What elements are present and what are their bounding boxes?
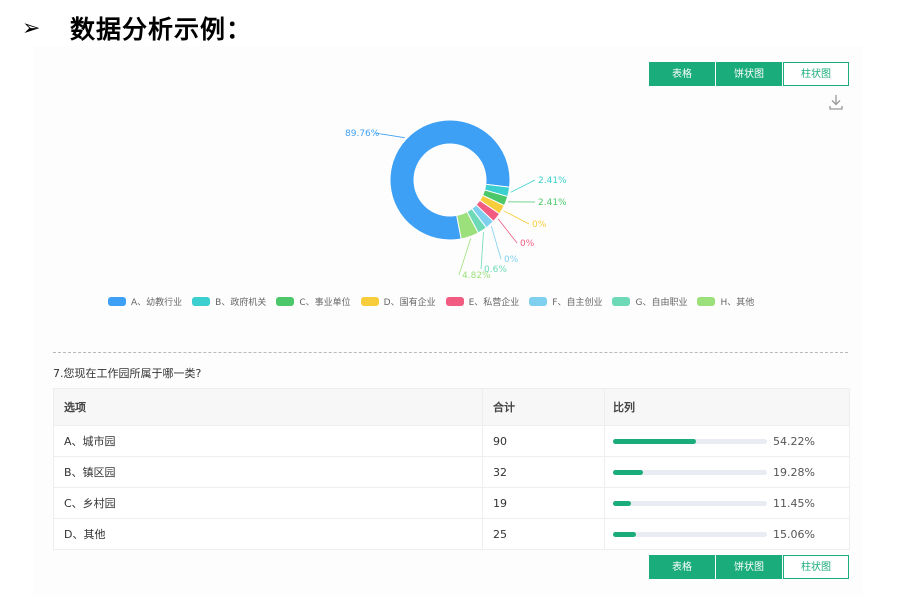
legend-item[interactable]: G、自由职业 [612, 295, 687, 308]
legend-label: F、自主创业 [552, 298, 603, 308]
row-option: A、城市园 [64, 435, 116, 448]
legend-item[interactable]: H、其他 [697, 295, 754, 308]
legend-label: C、事业单位 [299, 298, 351, 308]
header-option: 选项 [64, 401, 86, 414]
legend-label: E、私营企业 [468, 298, 520, 308]
question-title: 7.您现在工作园所属于哪一类? [53, 367, 202, 380]
pie-slice[interactable] [389, 119, 511, 241]
legend-swatch [192, 297, 211, 306]
table-row: D、其他 25 15.06% [54, 518, 849, 549]
row-ratio: 54.22% [604, 426, 849, 456]
legend-label: G、自由职业 [635, 298, 688, 308]
slice-label: 4.82% [462, 271, 491, 281]
slice-label: 0% [520, 239, 535, 249]
ratio-bar-track [613, 531, 767, 537]
row-count: 25 [482, 519, 604, 549]
slice-label: 0% [532, 220, 547, 230]
section-divider [53, 352, 848, 353]
ratio-bar-track [613, 438, 767, 444]
ratio-label: 19.28% [773, 465, 815, 479]
slice-label: 89.76% [345, 129, 380, 139]
legend-swatch [529, 297, 548, 306]
ratio-bar-fill [613, 500, 631, 506]
row-ratio: 15.06% [604, 519, 849, 549]
pie-slice[interactable] [456, 211, 479, 240]
ratio-bar-fill [613, 438, 697, 444]
header-count: 合计 [482, 389, 604, 425]
row-ratio: 11.45% [604, 488, 849, 518]
ratio-bar-fill [613, 531, 637, 537]
leader-line [374, 132, 405, 139]
results-table: 选项 合计 比列 A、城市园 90 54.22% B、镇区园 32 19.28% C、乡村园… [53, 388, 850, 550]
ratio-bar-track [613, 469, 767, 475]
row-ratio: 19.28% [604, 457, 849, 487]
legend-swatch [445, 297, 464, 306]
tab-pie-top[interactable]: 饼状图 [716, 62, 782, 86]
legend-item[interactable]: D、国有企业 [360, 295, 436, 308]
legend-item[interactable]: A、幼教行业 [108, 295, 182, 308]
row-count: 32 [482, 457, 604, 487]
tab-bar-bottom[interactable]: 柱状图 [783, 555, 849, 579]
legend-label: B、政府机关 [215, 298, 267, 308]
slice-label: 2.41% [538, 176, 567, 186]
leader-line [480, 232, 484, 270]
row-count: 90 [482, 426, 604, 456]
tab-bar-top[interactable]: 柱状图 [783, 62, 849, 86]
ratio-label: 11.45% [773, 496, 815, 510]
header-ratio: 比列 [604, 389, 849, 425]
table-row: A、城市园 90 54.22% [54, 425, 849, 456]
leader-line [497, 218, 518, 244]
ratio-label: 54.22% [773, 434, 815, 448]
legend-item[interactable]: C、事业单位 [276, 295, 351, 308]
legend-item[interactable]: F、自主创业 [529, 295, 602, 308]
legend-swatch [697, 297, 716, 306]
chart-view-tabs-top: 表格 饼状图 柱状图 [649, 62, 849, 86]
download-icon[interactable] [829, 94, 843, 110]
legend-swatch [360, 297, 379, 306]
slice-label: 2.41% [538, 198, 567, 208]
row-option: C、乡村园 [64, 497, 116, 510]
legend-label: H、其他 [720, 298, 755, 308]
tab-table-top[interactable]: 表格 [649, 62, 715, 86]
leader-line [458, 238, 472, 276]
tab-pie-bottom[interactable]: 饼状图 [716, 555, 782, 579]
chart-legend: A、幼教行业 B、政府机关 C、事业单位 D、国有企业 E、私营企业 F、自主创业 G、自由… [108, 295, 754, 308]
table-body: A、城市园 90 54.22% B、镇区园 32 19.28% C、乡村园 19 11.45% D… [54, 425, 849, 549]
page-title: 数据分析示例： [70, 15, 253, 44]
legend-item[interactable]: E、私营企业 [445, 295, 520, 308]
ratio-bar-track [613, 500, 767, 506]
table-row: C、乡村园 19 11.45% [54, 487, 849, 518]
page-heading: ➢ 数据分析示例： [22, 10, 252, 46]
legend-item[interactable]: B、政府机关 [192, 295, 266, 308]
table-row: B、镇区园 32 19.28% [54, 456, 849, 487]
ratio-label: 15.06% [773, 527, 815, 541]
arrow-bullet-icon: ➢ [22, 15, 41, 41]
leader-line [490, 226, 502, 260]
legend-swatch [108, 297, 126, 306]
row-option: D、其他 [64, 528, 106, 541]
legend-label: A、幼教行业 [131, 298, 183, 308]
slice-label: 0% [504, 255, 519, 265]
ratio-bar-fill [613, 469, 643, 475]
leader-line [503, 210, 530, 225]
row-count: 19 [482, 488, 604, 518]
table-header-row: 选项 合计 比列 [54, 389, 849, 425]
row-option: B、镇区园 [64, 466, 116, 479]
legend-swatch [612, 297, 631, 306]
tab-table-bottom[interactable]: 表格 [649, 555, 715, 579]
leader-line [510, 179, 536, 193]
chart-view-tabs-bottom: 表格 饼状图 柱状图 [649, 555, 849, 579]
donut-chart: 89.76%2.41%2.41%0%0%0%0.6%4.82% [345, 119, 567, 281]
slice-label: 0.6% [484, 265, 507, 275]
legend-label: D、国有企业 [383, 298, 436, 308]
legend-swatch [276, 297, 295, 306]
